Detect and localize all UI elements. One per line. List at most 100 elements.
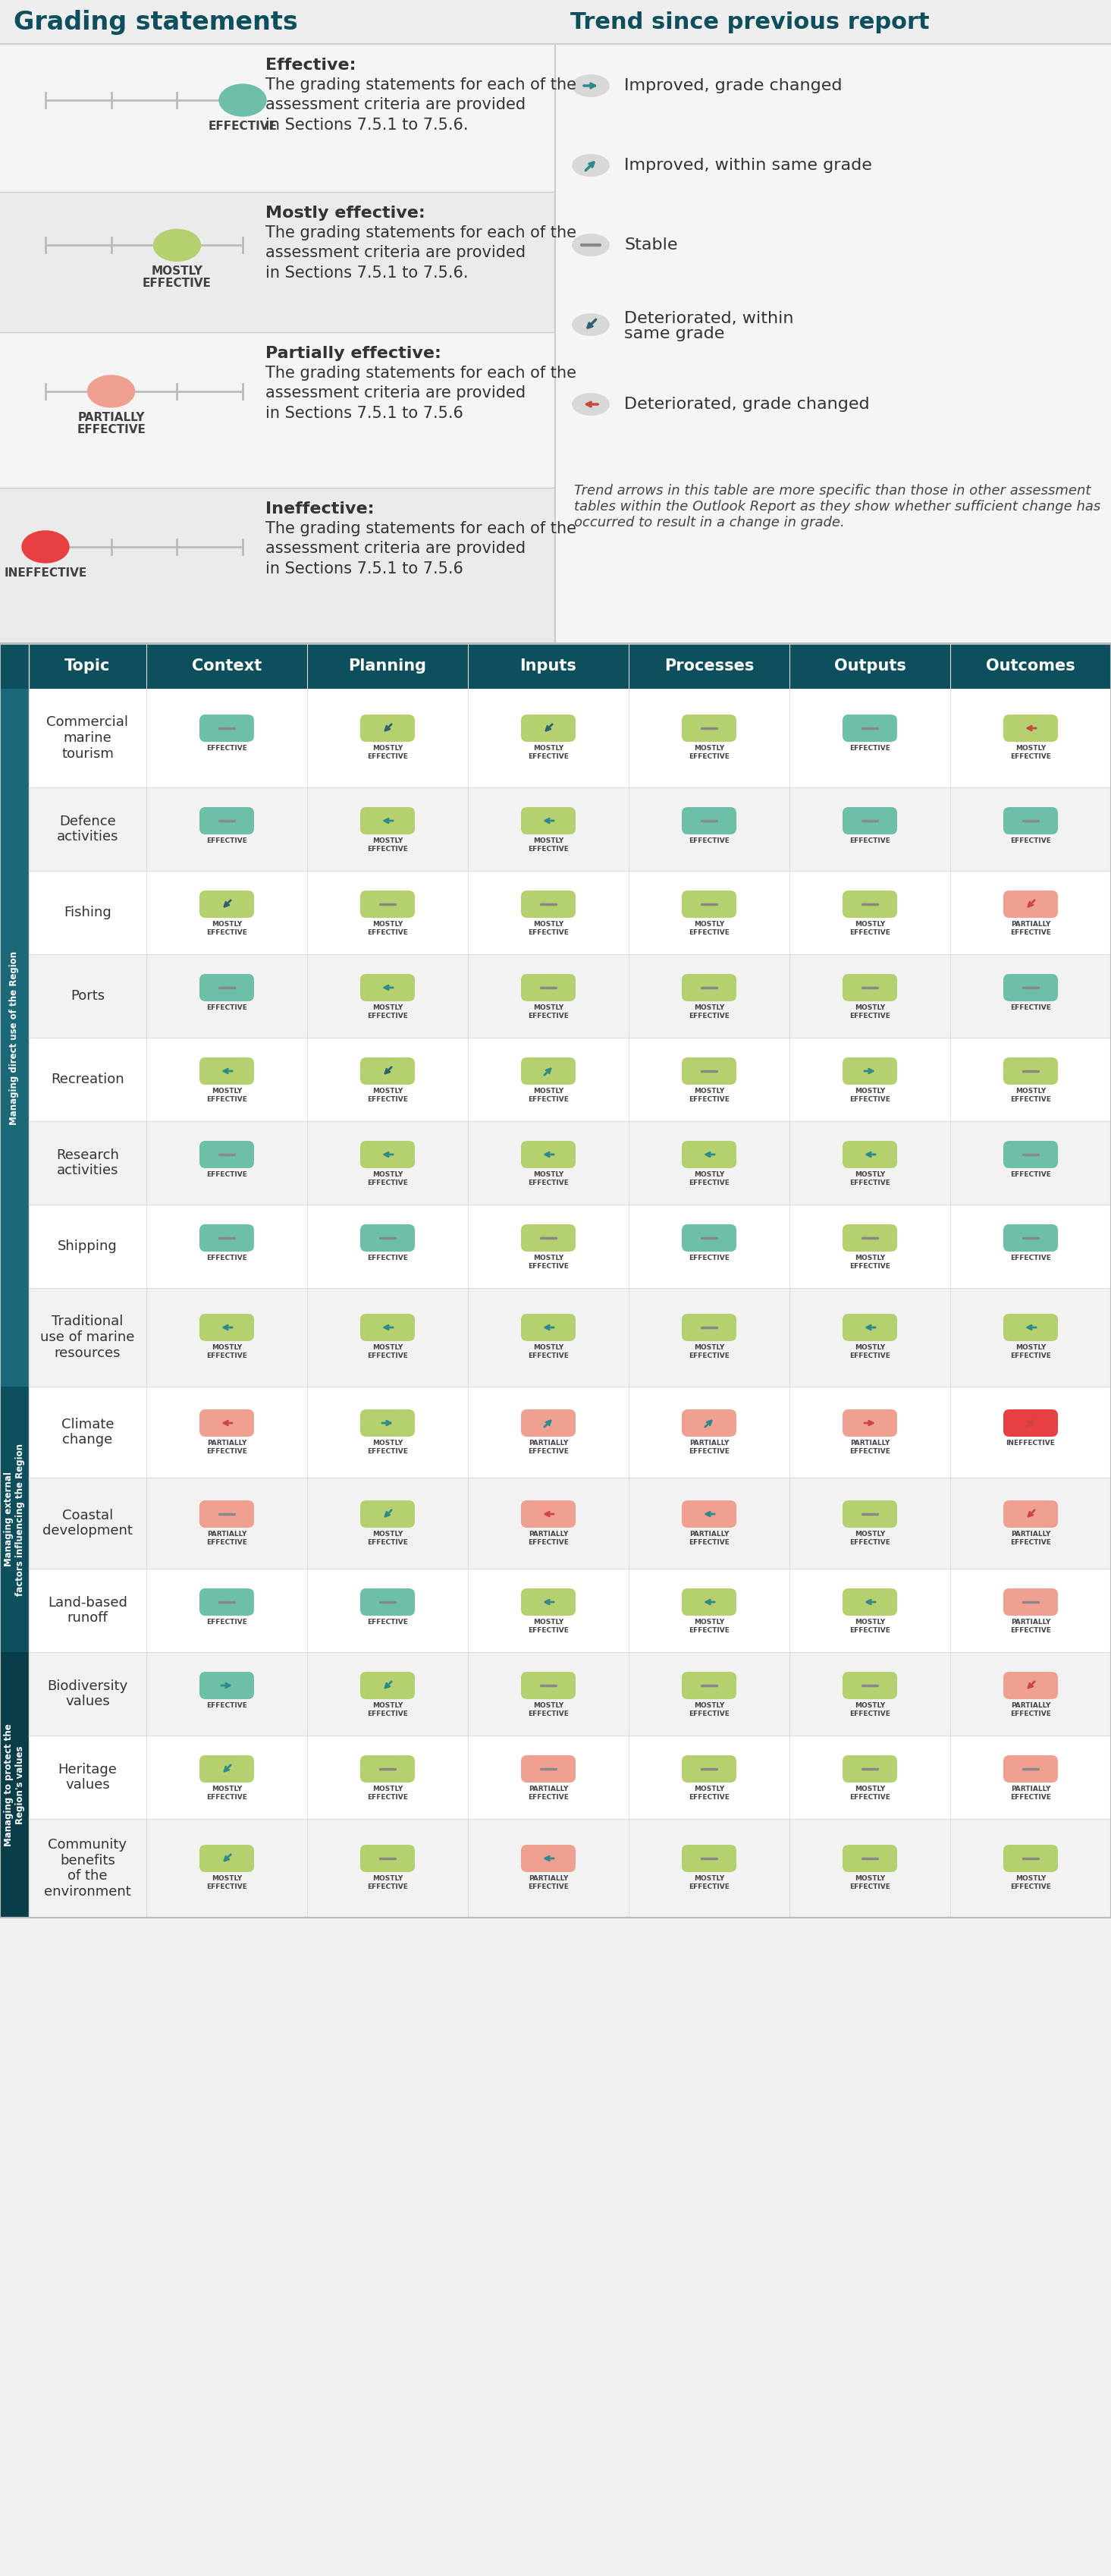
Text: EFFECTIVE: EFFECTIVE (689, 930, 730, 935)
FancyBboxPatch shape (682, 1056, 737, 1084)
Text: EFFECTIVE: EFFECTIVE (367, 1618, 408, 1625)
FancyBboxPatch shape (200, 1314, 254, 1342)
FancyBboxPatch shape (682, 806, 737, 835)
Text: EFFECTIVE: EFFECTIVE (528, 930, 569, 935)
Text: MOSTLY: MOSTLY (372, 1087, 403, 1095)
Text: EFFECTIVE: EFFECTIVE (1010, 1793, 1051, 1801)
Ellipse shape (572, 75, 609, 95)
Text: Coastal
development: Coastal development (42, 1510, 132, 1538)
Bar (0, 487, 554, 644)
Text: EFFECTIVE: EFFECTIVE (850, 1097, 890, 1103)
Text: EFFECTIVE: EFFECTIVE (367, 1097, 408, 1103)
Text: EFFECTIVE: EFFECTIVE (367, 1180, 408, 1188)
Text: EFFECTIVE: EFFECTIVE (850, 1448, 890, 1455)
Ellipse shape (572, 155, 609, 175)
Text: Stable: Stable (624, 237, 678, 252)
FancyBboxPatch shape (682, 1754, 737, 1783)
Text: EFFECTIVE: EFFECTIVE (850, 930, 890, 935)
Text: EFFECTIVE: EFFECTIVE (689, 1538, 730, 1546)
Bar (0, 644, 1111, 688)
Text: MOSTLY: MOSTLY (854, 1005, 885, 1012)
Text: Partially effective:: Partially effective: (266, 345, 441, 361)
Text: EFFECTIVE: EFFECTIVE (367, 930, 408, 935)
Text: EFFECTIVE: EFFECTIVE (850, 1180, 890, 1188)
Text: MOSTLY: MOSTLY (854, 1618, 885, 1625)
Text: PARTIALLY: PARTIALLY (1011, 1530, 1051, 1538)
Text: Grading statements: Grading statements (13, 10, 298, 33)
FancyBboxPatch shape (360, 1314, 414, 1342)
Text: EFFECTIVE: EFFECTIVE (207, 1097, 247, 1103)
Text: EFFECTIVE: EFFECTIVE (1010, 1883, 1051, 1891)
Bar (29, 1819, 1111, 1917)
Text: EFFECTIVE: EFFECTIVE (367, 1538, 408, 1546)
Text: Ineffective:: Ineffective: (266, 502, 374, 518)
FancyBboxPatch shape (1003, 891, 1058, 917)
Bar (29, 1386, 1111, 1479)
Text: EFFECTIVE: EFFECTIVE (850, 1262, 890, 1270)
Bar (29, 1121, 1111, 1206)
Text: MOSTLY: MOSTLY (211, 1345, 242, 1350)
Text: EFFECTIVE: EFFECTIVE (689, 1255, 730, 1262)
FancyBboxPatch shape (842, 1141, 898, 1167)
Text: EFFECTIVE: EFFECTIVE (208, 121, 277, 131)
Text: Climate
change: Climate change (61, 1417, 114, 1448)
FancyBboxPatch shape (1003, 1314, 1058, 1342)
Text: MOSTLY: MOSTLY (372, 1530, 403, 1538)
FancyBboxPatch shape (682, 1224, 737, 1252)
Text: Managing direct use of the Region: Managing direct use of the Region (10, 951, 19, 1126)
Text: The grading statements for each of the
assessment criteria are provided
in Secti: The grading statements for each of the a… (266, 366, 577, 420)
FancyBboxPatch shape (360, 1224, 414, 1252)
FancyBboxPatch shape (1003, 1844, 1058, 1873)
Text: EFFECTIVE: EFFECTIVE (528, 1448, 569, 1455)
Text: EFFECTIVE: EFFECTIVE (1010, 1352, 1051, 1360)
Text: EFFECTIVE: EFFECTIVE (689, 1710, 730, 1718)
Text: MOSTLY: MOSTLY (533, 920, 563, 927)
FancyBboxPatch shape (842, 1589, 898, 1615)
Text: MOSTLY: MOSTLY (533, 1703, 563, 1708)
Ellipse shape (572, 394, 609, 415)
Text: EFFECTIVE: EFFECTIVE (850, 1710, 890, 1718)
Text: Fishing: Fishing (63, 907, 111, 920)
Text: The grading statements for each of the
assessment criteria are provided
in Secti: The grading statements for each of the a… (266, 224, 577, 281)
Text: PARTIALLY: PARTIALLY (529, 1530, 568, 1538)
Text: MOSTLY: MOSTLY (533, 1172, 563, 1177)
Text: EFFECTIVE: EFFECTIVE (528, 1628, 569, 1633)
Text: EFFECTIVE: EFFECTIVE (367, 752, 408, 760)
Text: EFFECTIVE: EFFECTIVE (1010, 1005, 1051, 1012)
FancyBboxPatch shape (521, 1672, 575, 1700)
Text: Land-based
runoff: Land-based runoff (48, 1595, 128, 1625)
Text: Recreation: Recreation (51, 1072, 124, 1087)
Text: Trend since previous report: Trend since previous report (570, 10, 930, 33)
Text: EFFECTIVE: EFFECTIVE (528, 845, 569, 853)
FancyBboxPatch shape (521, 806, 575, 835)
Text: EFFECTIVE: EFFECTIVE (689, 1448, 730, 1455)
FancyBboxPatch shape (200, 1499, 254, 1528)
FancyBboxPatch shape (682, 1589, 737, 1615)
FancyBboxPatch shape (360, 806, 414, 835)
Text: PARTIALLY: PARTIALLY (689, 1530, 729, 1538)
Text: EFFECTIVE: EFFECTIVE (528, 1180, 569, 1188)
FancyBboxPatch shape (360, 974, 414, 1002)
Text: MOSTLY: MOSTLY (533, 1618, 563, 1625)
Text: MOSTLY: MOSTLY (211, 920, 242, 927)
FancyBboxPatch shape (360, 891, 414, 917)
Text: MOSTLY: MOSTLY (1015, 1875, 1045, 1883)
Bar (0, 1386, 29, 1651)
Bar (0, 1651, 29, 1917)
Text: EFFECTIVE: EFFECTIVE (689, 1097, 730, 1103)
Text: Shipping: Shipping (58, 1239, 118, 1252)
Text: Commercial
marine
tourism: Commercial marine tourism (47, 716, 129, 760)
Text: MOSTLY: MOSTLY (693, 1005, 724, 1012)
Bar (0, 644, 1111, 1917)
Text: EFFECTIVE: EFFECTIVE (850, 837, 890, 845)
Ellipse shape (572, 234, 609, 255)
Text: EFFECTIVE: EFFECTIVE (367, 1883, 408, 1891)
Text: MOSTLY: MOSTLY (372, 1785, 403, 1793)
Text: MOSTLY: MOSTLY (693, 1618, 724, 1625)
Text: PARTIALLY: PARTIALLY (1011, 1785, 1051, 1793)
Text: MOSTLY: MOSTLY (533, 1005, 563, 1012)
Text: EFFECTIVE: EFFECTIVE (850, 1012, 890, 1020)
Text: MOSTLY: MOSTLY (693, 1785, 724, 1793)
Text: MOSTLY: MOSTLY (854, 1345, 885, 1350)
Text: Outputs: Outputs (834, 659, 905, 672)
